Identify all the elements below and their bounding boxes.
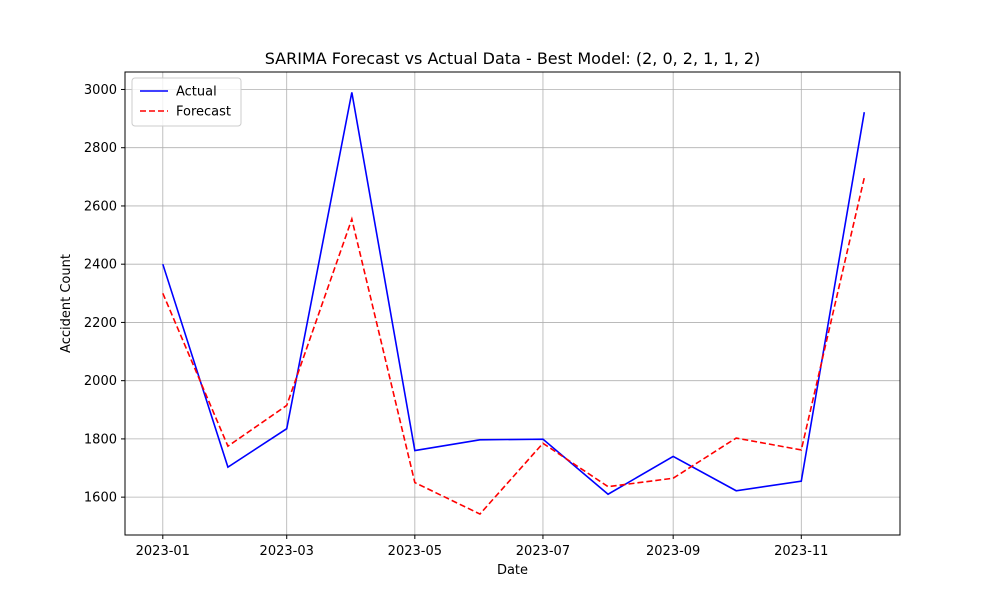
x-axis-ticks: 2023-01 2023-03 2023-05 2023-07 2023-09 2023-… — [136, 535, 828, 559]
x-tick-label: 2023-01 — [136, 544, 190, 559]
x-tick-label: 2023-07 — [516, 544, 570, 559]
y-tick-label: 3000 — [84, 83, 117, 98]
series-line-forecast — [162, 177, 866, 516]
grid-layer — [125, 72, 900, 535]
legend: Actual Forecast — [131, 77, 242, 127]
series-line-actual — [162, 92, 866, 496]
plot-area-frame — [124, 71, 901, 536]
y-axis-ticks: 1600 1800 2000 2200 2400 2600 2800 3000 — [84, 83, 125, 506]
y-tick-label: 2800 — [84, 141, 117, 156]
x-tick-label: 2023-11 — [774, 544, 828, 559]
x-tick-label: 2023-09 — [646, 544, 700, 559]
y-axis-label: Accident Count — [59, 254, 74, 353]
y-tick-label: 2000 — [84, 374, 117, 389]
y-tick-label: 2600 — [84, 199, 117, 214]
y-tick-label: 2200 — [84, 316, 117, 331]
y-tick-label: 1600 — [84, 491, 117, 506]
legend-label-forecast: Forecast — [176, 105, 231, 120]
chart-title: SARIMA Forecast vs Actual Data - Best Mo… — [265, 49, 761, 68]
y-tick-label: 2400 — [84, 258, 117, 273]
x-tick-label: 2023-03 — [260, 544, 314, 559]
series-layer — [162, 92, 866, 516]
x-tick-label: 2023-05 — [388, 544, 442, 559]
y-tick-label: 1800 — [84, 432, 117, 447]
legend-box — [131, 77, 242, 127]
legend-label-actual: Actual — [176, 85, 217, 100]
x-axis-label: Date — [497, 563, 528, 578]
